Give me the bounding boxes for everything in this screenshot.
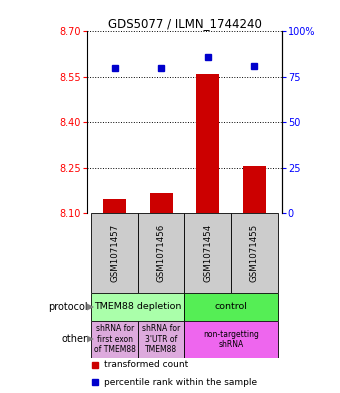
Text: GSM1071456: GSM1071456	[157, 224, 166, 282]
Text: GSM1071455: GSM1071455	[250, 224, 259, 282]
Bar	[184, 292, 277, 321]
Bar	[196, 74, 219, 213]
Text: non-targetting
shRNA: non-targetting shRNA	[203, 330, 259, 349]
Bar	[91, 321, 138, 358]
Text: shRNA for
first exon
of TMEM88: shRNA for first exon of TMEM88	[94, 325, 136, 354]
Text: protocol: protocol	[48, 302, 88, 312]
Bar	[91, 213, 138, 292]
Text: percentile rank within the sample: percentile rank within the sample	[104, 378, 257, 387]
Text: shRNA for
3'UTR of
TMEM88: shRNA for 3'UTR of TMEM88	[142, 325, 180, 354]
Bar	[103, 200, 126, 213]
Text: GSM1071457: GSM1071457	[110, 224, 119, 282]
Text: other: other	[62, 334, 88, 344]
Bar	[231, 213, 277, 292]
Text: GSM1071454: GSM1071454	[203, 224, 212, 282]
Bar	[150, 193, 173, 213]
Bar	[184, 213, 231, 292]
Bar	[138, 321, 184, 358]
Title: GDS5077 / ILMN_1744240: GDS5077 / ILMN_1744240	[107, 17, 261, 30]
Bar	[91, 292, 184, 321]
Text: control: control	[215, 302, 248, 311]
Bar	[243, 166, 266, 213]
Bar	[184, 321, 277, 358]
Text: transformed count: transformed count	[104, 360, 189, 369]
Text: TMEM88 depletion: TMEM88 depletion	[94, 302, 182, 311]
Bar	[138, 213, 184, 292]
